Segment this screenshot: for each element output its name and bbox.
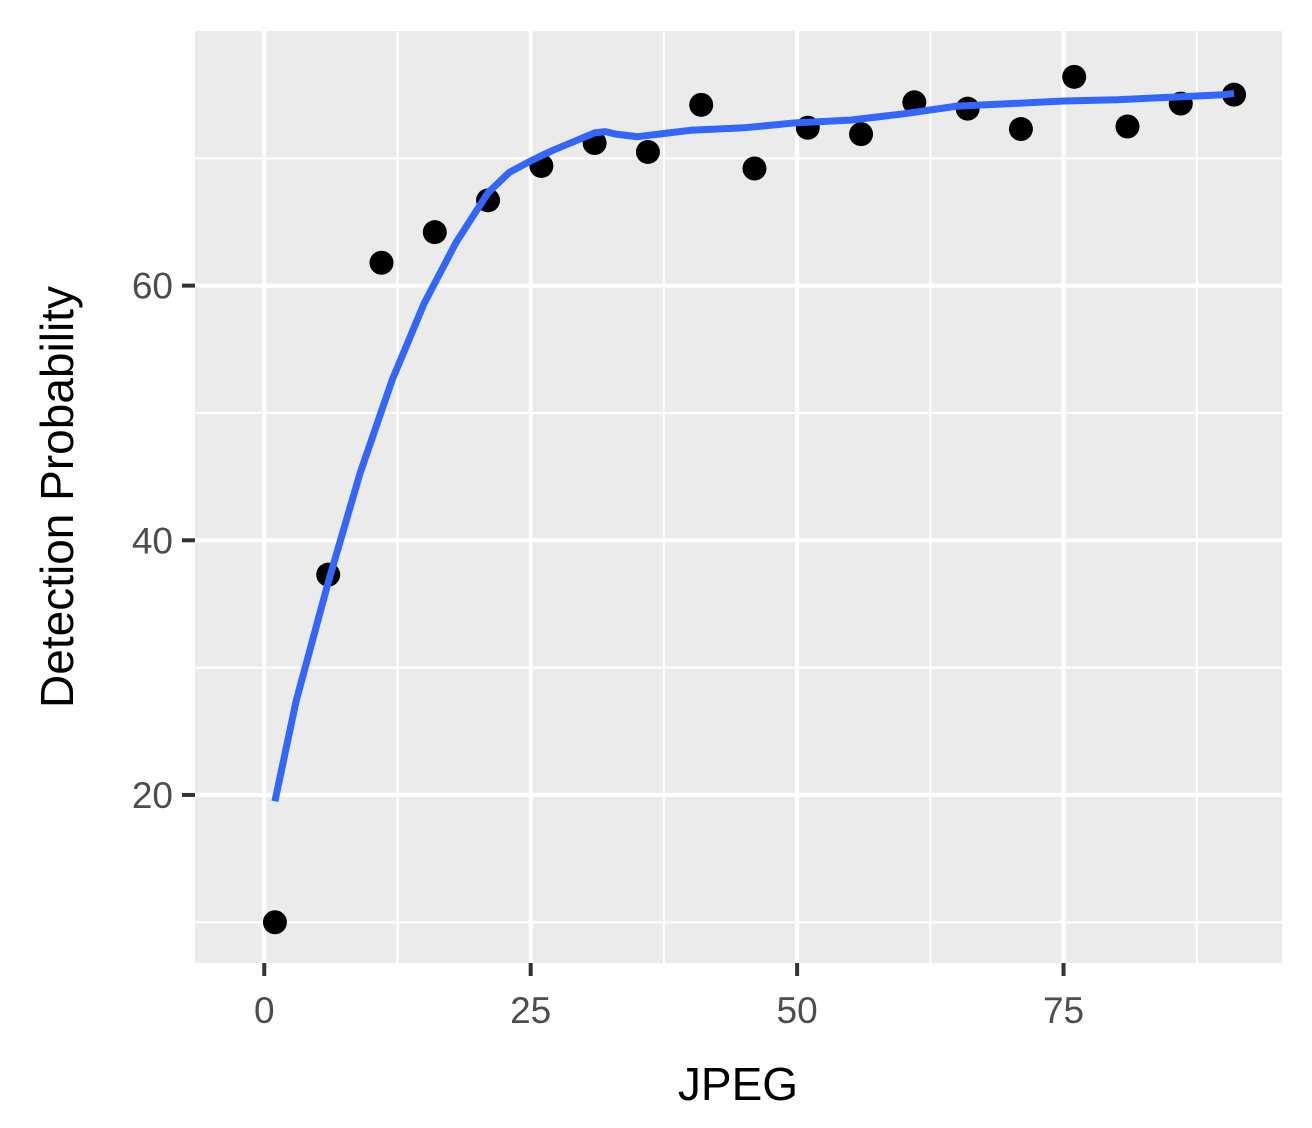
smooth-trend-line (271, 89, 1235, 803)
tick-labels: 0 25 50 75 20 40 60 (132, 266, 1084, 1031)
data-point (689, 92, 714, 117)
x-tick-label: 0 (254, 990, 275, 1031)
y-axis-title: Detection Probability (31, 286, 83, 708)
y-tick-label: 60 (132, 266, 173, 307)
x-tick-label: 50 (777, 990, 818, 1031)
data-point (369, 250, 394, 275)
plot-panel (195, 31, 1282, 963)
grid-major (195, 31, 1282, 963)
y-tick-label: 40 (132, 520, 173, 561)
grid-minor (195, 31, 1282, 963)
x-tick-label: 75 (1043, 990, 1084, 1031)
data-point (1008, 117, 1033, 142)
data-point (262, 910, 287, 935)
data-point (742, 156, 767, 181)
data-point (422, 220, 447, 245)
data-point (849, 122, 874, 147)
data-point (1062, 64, 1087, 89)
data-point (635, 139, 660, 164)
x-axis-title: JPEG (678, 1058, 798, 1110)
x-tick-label: 25 (510, 990, 551, 1031)
axis-ticks (182, 283, 1066, 976)
data-point (1115, 114, 1140, 139)
y-tick-label: 20 (132, 775, 173, 816)
